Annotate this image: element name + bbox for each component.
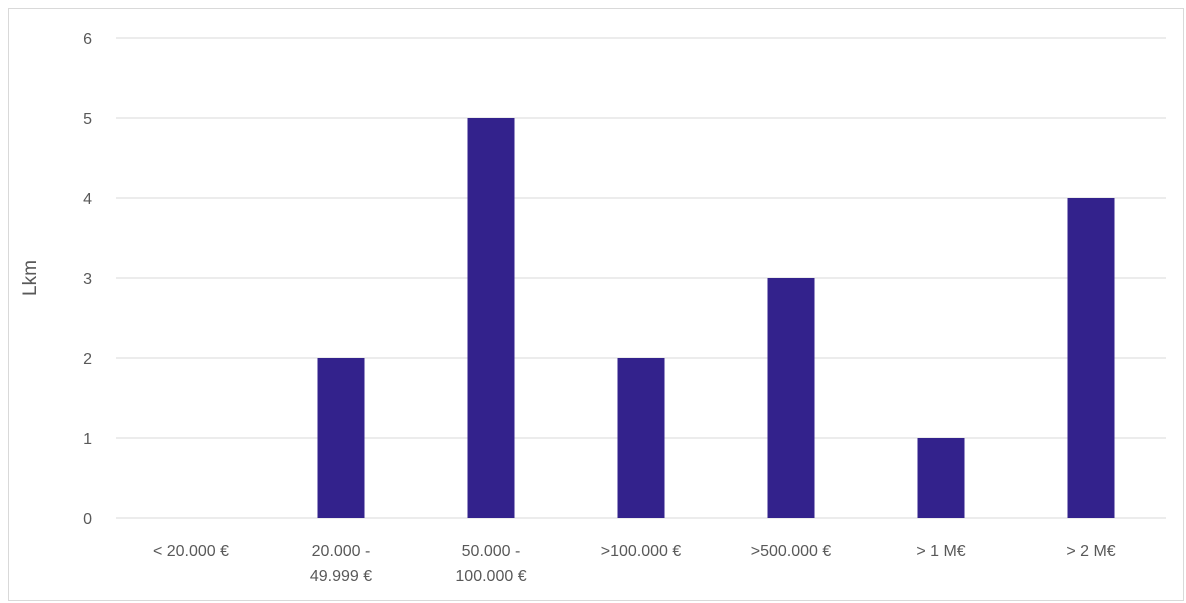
x-tick-label: > 1 M€ <box>916 543 965 560</box>
bar-3 <box>617 358 665 518</box>
bar-1 <box>317 358 365 518</box>
bars <box>317 118 1115 518</box>
gridlines <box>116 37 1166 519</box>
y-axis-title: Lkm <box>20 260 41 296</box>
y-tick-label: 2 <box>83 351 92 368</box>
bar-4 <box>767 278 815 518</box>
y-tick-label: 4 <box>83 191 92 208</box>
x-axis-ticks: < 20.000 € 20.000 -49.999 € 50.000 -100.00… <box>153 543 1116 585</box>
bar-2 <box>467 118 515 518</box>
chart-area <box>8 8 1184 601</box>
y-tick-label: 3 <box>83 271 92 288</box>
y-tick-label: 5 <box>83 111 92 128</box>
y-tick-label: 6 <box>83 31 92 48</box>
bar-5 <box>917 438 965 518</box>
x-tick-label: 20.000 -49.999 € <box>310 543 372 585</box>
y-tick-label: 1 <box>83 431 92 448</box>
x-tick-label: >100.000 € <box>601 543 682 560</box>
x-tick-label: > 2 M€ <box>1066 543 1115 560</box>
y-axis-ticks: 0 1 2 3 4 5 6 <box>83 31 92 528</box>
bar-6 <box>1067 198 1115 518</box>
y-tick-label: 0 <box>83 511 92 528</box>
x-tick-label: < 20.000 € <box>153 543 229 560</box>
x-tick-label: >500.000 € <box>751 543 832 560</box>
x-tick-label: 50.000 -100.000 € <box>455 543 526 585</box>
